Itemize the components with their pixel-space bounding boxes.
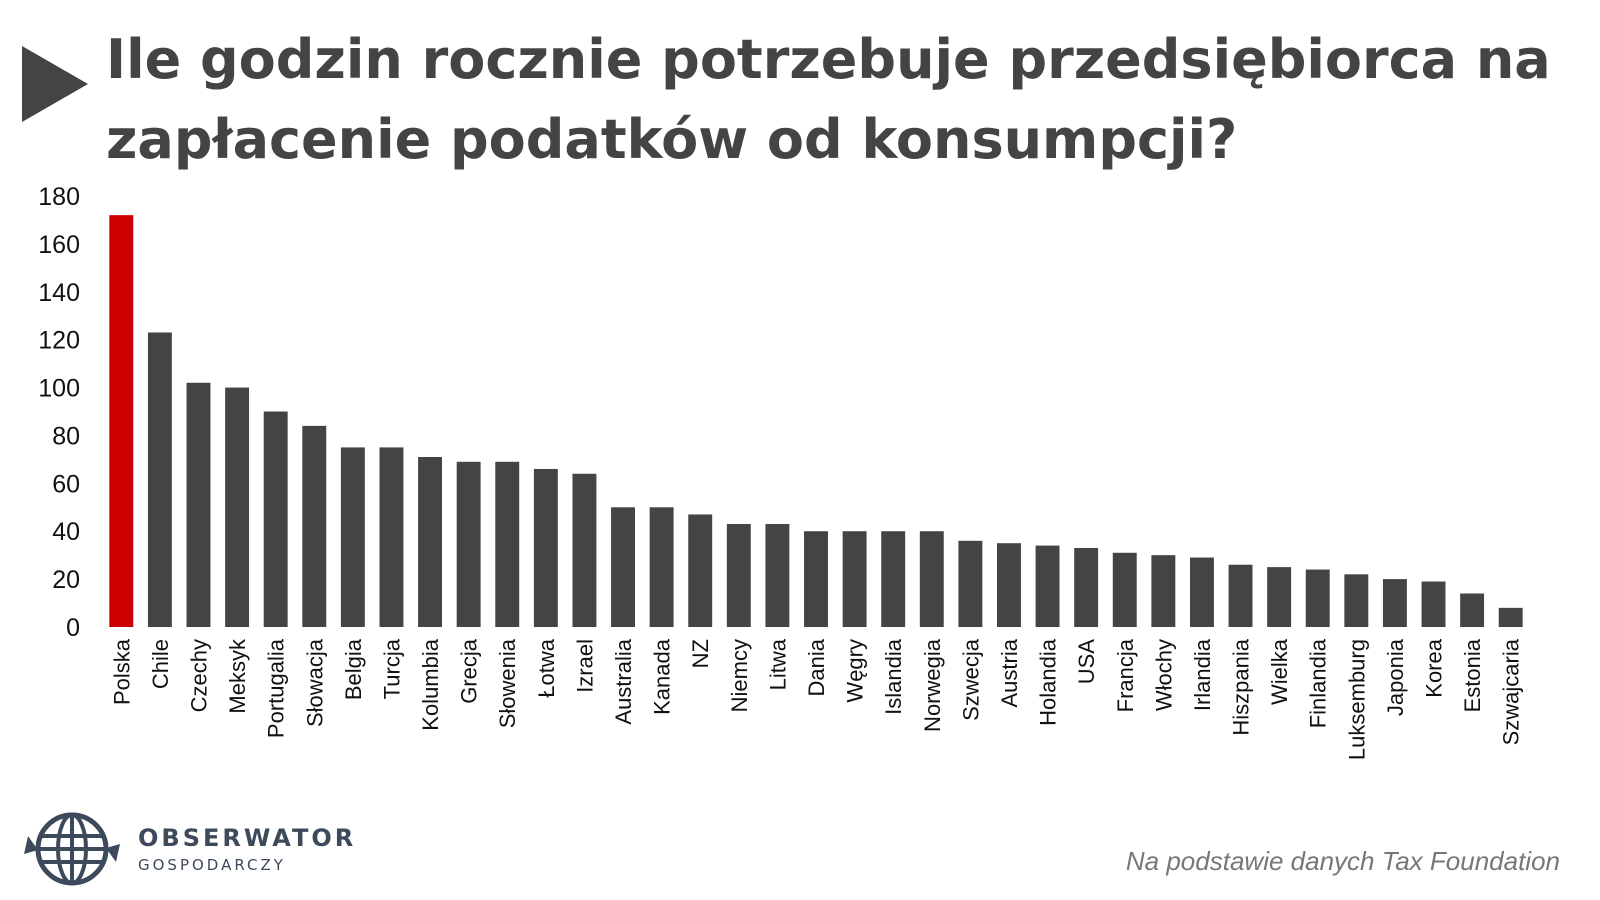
x-category-label: Luksemburg — [1344, 639, 1369, 760]
x-category-label: Słowacja — [302, 638, 327, 727]
x-category-label: Kolumbia — [418, 638, 443, 730]
x-category-label: Chile — [148, 639, 173, 689]
bar-28 — [1151, 555, 1176, 627]
bar-3 — [186, 382, 211, 627]
x-category-label: USA — [1074, 639, 1099, 685]
y-tick-label: 120 — [38, 327, 80, 355]
bar-chart: 0 20 40 60 80 100 120 140 160 180 Polska Chile Czech… — [38, 183, 1524, 760]
x-category-label: Turcja — [379, 638, 404, 699]
bar-15 — [649, 507, 674, 627]
x-category-label: Norwegia — [920, 638, 945, 732]
bar-31 — [1267, 567, 1292, 627]
bar-4 — [225, 387, 250, 627]
y-tick-label: 100 — [38, 375, 80, 403]
bar-7 — [340, 447, 365, 627]
x-category-label: Japonia — [1383, 638, 1408, 716]
bar-35 — [1421, 581, 1446, 627]
bar-14 — [611, 507, 635, 627]
source-note: Na podstawie danych Tax Foundation — [1125, 846, 1560, 876]
x-category-label: Francja — [1113, 638, 1138, 712]
x-category-label: Portugalia — [264, 638, 289, 738]
bar-34 — [1382, 579, 1407, 627]
brand-logo: OBSERWATOR GOSPODARCZY — [24, 806, 356, 892]
x-category-label: Szwajcaria — [1499, 638, 1524, 745]
brand-name: OBSERWATOR — [138, 824, 357, 852]
bar-24 — [997, 543, 1021, 627]
bar-22 — [919, 531, 944, 627]
x-category-label: Grecja — [457, 638, 482, 704]
bar-25 — [1035, 545, 1060, 627]
globe-arrows-icon — [24, 812, 120, 886]
x-category-label: Austria — [997, 638, 1022, 707]
bar-11 — [495, 461, 520, 627]
y-tick-label: 80 — [52, 422, 80, 450]
bar-36 — [1460, 593, 1485, 627]
y-tick-label: 20 — [52, 566, 80, 594]
y-tick-label: 160 — [38, 231, 80, 259]
x-category-label: Hiszpania — [1229, 638, 1254, 735]
x-category-label: Meksyk — [225, 638, 250, 714]
x-category-label: Holandia — [1036, 638, 1061, 726]
x-category-label: Australia — [611, 638, 636, 724]
bar-23 — [958, 540, 983, 627]
x-category-label: Polska — [109, 638, 134, 705]
bar-5 — [263, 411, 288, 627]
y-tick-label: 60 — [52, 470, 80, 498]
x-category-label: Kanada — [650, 638, 675, 715]
bar-9 — [418, 456, 443, 627]
x-category-label: Estonia — [1460, 638, 1485, 712]
bar-37 — [1498, 607, 1523, 627]
chart-title: Ile godzin rocznie potrzebuje przedsiębi… — [106, 28, 1551, 171]
x-category-label: Węgry — [843, 639, 868, 703]
x-category-label: Irlandia — [1190, 638, 1215, 711]
y-tick-label: 140 — [38, 279, 80, 307]
x-category-label: Korea — [1422, 638, 1447, 697]
x-category-label: Dania — [804, 638, 829, 696]
x-category-label: Niemcy — [727, 639, 752, 712]
bar-26 — [1074, 547, 1099, 627]
bar-29 — [1189, 557, 1214, 627]
brand-subtitle: GOSPODARCZY — [138, 856, 286, 874]
bar-2 — [147, 332, 172, 627]
bar-13 — [572, 473, 597, 627]
x-category-label: Belgia — [341, 638, 366, 700]
bar-17 — [726, 524, 751, 627]
play-icon — [22, 46, 88, 122]
y-tick-label: 0 — [66, 614, 80, 642]
bar-27 — [1112, 552, 1137, 627]
bar-20 — [842, 531, 867, 627]
bar-16 — [688, 514, 713, 627]
bar-32 — [1305, 569, 1330, 627]
y-tick-label: 180 — [38, 183, 80, 211]
x-category-label: Litwa — [765, 638, 790, 690]
x-category-label: Włochy — [1151, 639, 1176, 711]
x-category-label: Finlandia — [1306, 638, 1331, 728]
bar-33 — [1344, 574, 1369, 627]
bar-6 — [302, 425, 327, 627]
bar-21 — [881, 531, 906, 627]
x-category-label: Czechy — [186, 639, 211, 712]
bar-30 — [1228, 564, 1253, 627]
bar-12 — [533, 468, 558, 627]
x-category-label: Słowenia — [495, 638, 520, 728]
y-tick-label: 40 — [52, 518, 80, 546]
x-category-label: Szwecja — [958, 638, 983, 721]
x-category-label: NZ — [688, 639, 713, 668]
x-category-label: Izrael — [572, 639, 597, 693]
bar-8 — [379, 447, 404, 627]
bar-1 — [109, 215, 134, 627]
x-category-label: Wielka — [1267, 638, 1292, 705]
x-category-label: Łotwa — [534, 638, 559, 697]
bar-19 — [804, 531, 828, 627]
x-category-label: Islandia — [881, 638, 906, 715]
bar-18 — [765, 524, 790, 627]
bar-10 — [456, 461, 481, 627]
